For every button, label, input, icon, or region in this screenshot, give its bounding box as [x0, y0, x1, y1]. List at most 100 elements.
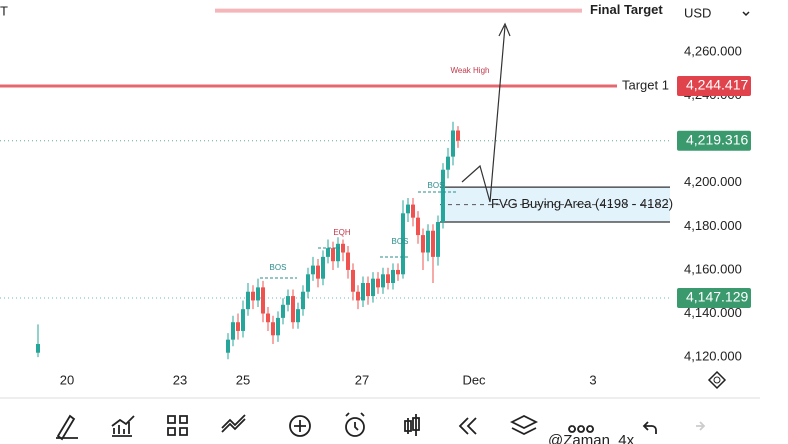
candle-body — [276, 317, 280, 336]
candle-body — [431, 230, 435, 257]
candle-body — [326, 248, 330, 257]
x-tick-label: Dec — [462, 372, 486, 387]
plus — [294, 420, 306, 432]
candle-body — [446, 156, 450, 170]
level-name: Final Target — [590, 2, 663, 17]
x-tick-label: 20 — [60, 372, 74, 387]
annotation: BOS — [392, 237, 409, 246]
candle-body — [236, 322, 240, 331]
candle-body — [456, 130, 460, 141]
price-badge — [677, 287, 751, 308]
candle-body — [336, 243, 340, 262]
tool-candles[interactable] — [404, 414, 420, 436]
candle-body — [366, 283, 370, 297]
candle-body — [406, 204, 410, 214]
candle-body — [251, 291, 255, 301]
price-badge-label: 4,147.129 — [686, 289, 748, 305]
tool-redo[interactable] — [696, 421, 706, 431]
candle-body — [226, 339, 230, 353]
settings-shape[interactable] — [707, 370, 727, 390]
y-tick-label: 4,160.000 — [684, 261, 742, 276]
annotation: BOS — [270, 263, 287, 272]
watermark: @Zaman_4x — [548, 432, 635, 444]
projection-path — [461, 25, 506, 203]
candle-body — [316, 265, 320, 279]
candle-body — [451, 130, 455, 157]
level-name: Target 1 — [622, 77, 669, 92]
candle-body — [421, 235, 425, 253]
candle-body — [436, 222, 440, 257]
y-tick-label: 4,120.000 — [684, 349, 742, 364]
chevron — [742, 11, 750, 17]
price-badge-label: 4,219.316 — [686, 131, 748, 147]
annotation: Weak High — [451, 66, 490, 75]
projection-head — [498, 22, 511, 37]
plot: 4,260.0004,240.0004,200.0004,180.0004,16… — [0, 2, 751, 395]
tool-undo[interactable] — [642, 421, 657, 434]
annotation: BOS — [428, 181, 445, 190]
candle-body — [261, 287, 265, 314]
tool-compare[interactable] — [221, 414, 246, 433]
candle-body — [231, 322, 235, 340]
y-tick-label: 4,140.000 — [684, 305, 742, 320]
price-badge — [677, 76, 751, 97]
tool-indicators[interactable] — [111, 415, 135, 437]
x-tick-label: 23 — [173, 372, 187, 387]
symbol-fragment: T — [0, 3, 8, 18]
annotation: EQH — [333, 228, 351, 237]
currency-box[interactable] — [676, 2, 758, 26]
candle-body — [396, 269, 400, 275]
candle-body — [376, 278, 380, 288]
candle-body — [411, 204, 415, 218]
candle-body — [301, 291, 305, 310]
x-tick-label: 25 — [236, 372, 250, 387]
candle-body — [441, 169, 445, 223]
candle-body — [36, 344, 40, 353]
candle-body — [341, 243, 345, 253]
clock-hands — [345, 412, 365, 431]
settings-icon[interactable] — [707, 370, 727, 390]
tool-layers[interactable] — [509, 414, 539, 436]
tool-more[interactable] — [568, 425, 594, 433]
candle-body — [426, 230, 430, 253]
candle-body — [241, 309, 245, 331]
candle-body — [296, 309, 300, 323]
candle-body — [351, 269, 355, 292]
y-tick-label: 4,180.000 — [684, 218, 742, 233]
x-tick-label: 27 — [355, 372, 369, 387]
candle-body — [246, 291, 250, 310]
currency-label[interactable]: USD — [684, 5, 711, 20]
candle-body — [391, 269, 395, 284]
tool-alert[interactable] — [345, 417, 365, 437]
currency-select[interactable]: USD — [676, 2, 758, 26]
candle-body — [321, 256, 325, 279]
candle-body — [306, 274, 310, 292]
y-tick-label: 4,200.000 — [684, 174, 742, 189]
tool-draw[interactable] — [56, 414, 78, 441]
candle-body — [271, 322, 275, 336]
price-badge-label: 4,244.417 — [686, 77, 748, 93]
fvg-label: FVG Buying Area (4198 - 4182) — [491, 196, 673, 211]
candle-body — [256, 287, 260, 301]
candle-body — [286, 296, 290, 305]
candle-body — [346, 252, 350, 270]
y-tick-label: 4,260.000 — [684, 44, 742, 59]
candle-body — [291, 296, 295, 323]
candle-body — [361, 283, 365, 301]
candle-body — [401, 213, 405, 275]
candle-body — [356, 291, 360, 301]
price-badge — [677, 130, 751, 151]
settings-dot — [713, 376, 721, 384]
toolbar — [56, 412, 706, 441]
tool-add[interactable] — [289, 415, 311, 437]
tool-layouts[interactable] — [167, 415, 188, 436]
candle-body — [386, 274, 390, 284]
candle-body — [371, 278, 375, 297]
x-tick-label: 3 — [589, 372, 596, 387]
candle-body — [281, 304, 285, 318]
candle-body — [311, 265, 315, 275]
tool-replay[interactable] — [458, 417, 477, 435]
candle-body — [331, 248, 335, 262]
